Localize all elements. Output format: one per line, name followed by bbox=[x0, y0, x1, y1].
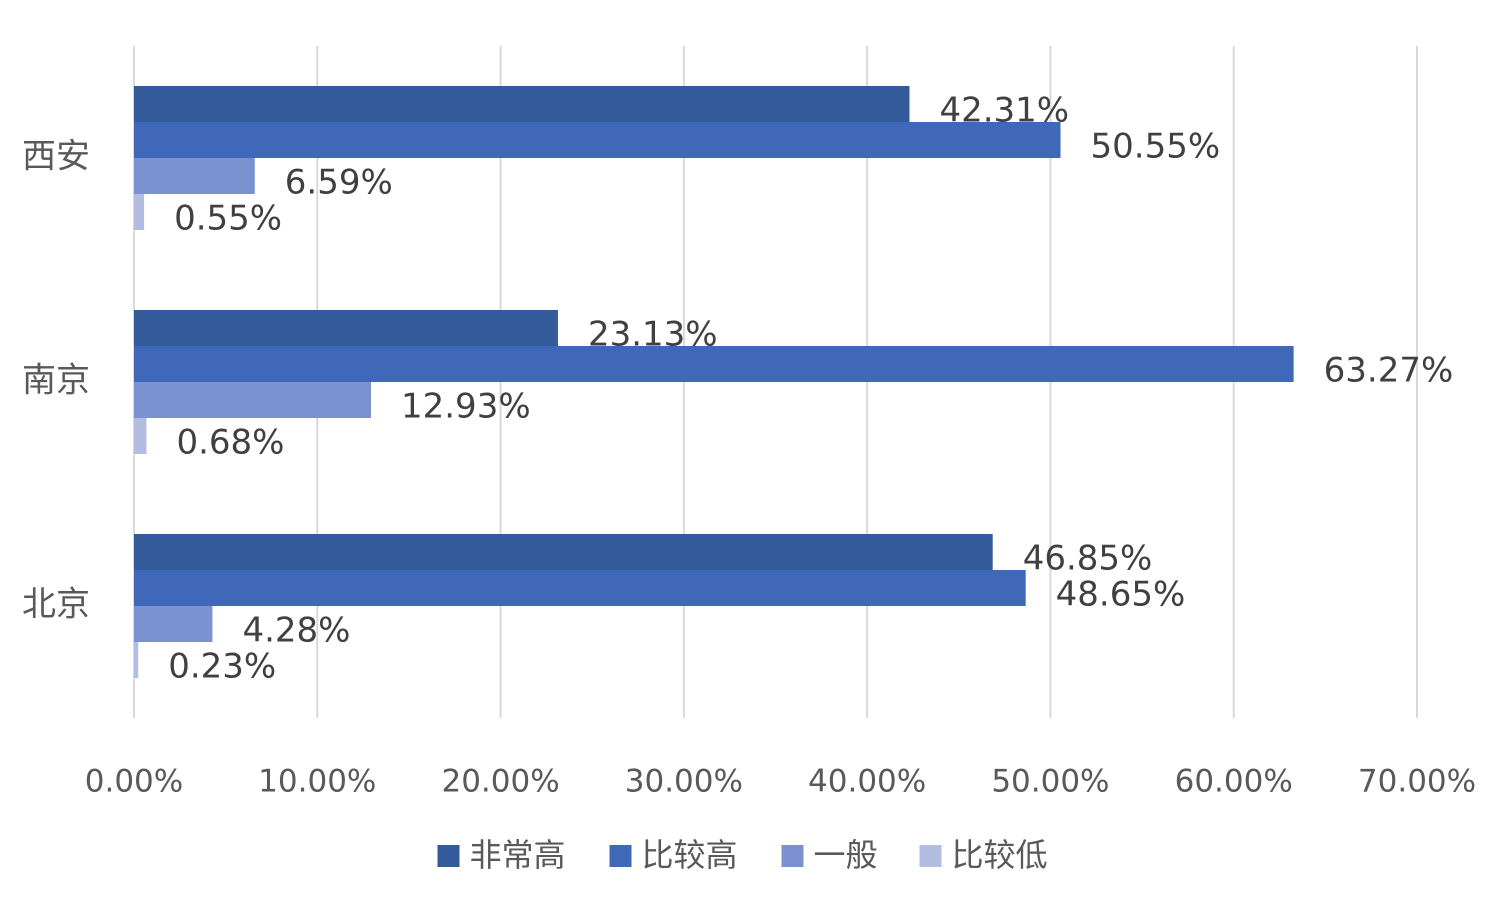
y-tick-label: 西安 bbox=[22, 137, 90, 177]
bar bbox=[134, 310, 558, 346]
y-tick-label: 北京 bbox=[22, 585, 90, 625]
bar bbox=[134, 606, 213, 642]
value-label: 46.85% bbox=[1023, 539, 1153, 579]
value-label: 6.59% bbox=[285, 163, 393, 203]
bar bbox=[134, 194, 145, 230]
value-label: 0.55% bbox=[174, 199, 282, 239]
bar bbox=[134, 418, 147, 454]
value-label: 0.68% bbox=[176, 423, 284, 463]
value-label: 12.93% bbox=[401, 387, 531, 427]
bar bbox=[134, 86, 910, 122]
legend-swatch bbox=[609, 845, 632, 867]
bar bbox=[134, 158, 255, 194]
x-tick-label: 50.00% bbox=[991, 764, 1109, 800]
x-tick-label: 30.00% bbox=[625, 764, 743, 800]
x-tick-label: 40.00% bbox=[808, 764, 926, 800]
y-tick-label: 南京 bbox=[22, 361, 90, 401]
value-label: 0.23% bbox=[168, 647, 276, 687]
bar bbox=[134, 122, 1061, 158]
bar bbox=[134, 382, 371, 418]
value-label: 63.27% bbox=[1324, 351, 1454, 391]
legend-swatch bbox=[437, 845, 460, 867]
legend-label: 非常高 bbox=[470, 836, 566, 874]
bar bbox=[134, 570, 1026, 606]
value-label: 50.55% bbox=[1091, 127, 1221, 167]
legend-swatch bbox=[919, 845, 942, 867]
x-tick-label: 0.00% bbox=[85, 764, 183, 800]
bar bbox=[134, 346, 1294, 382]
legend-label: 一般 bbox=[814, 836, 878, 874]
x-tick-label: 10.00% bbox=[258, 764, 376, 800]
legend-label: 比较高 bbox=[642, 836, 738, 874]
legend-swatch bbox=[781, 845, 804, 867]
x-tick-label: 70.00% bbox=[1358, 764, 1476, 800]
bar bbox=[134, 642, 139, 678]
x-tick-label: 60.00% bbox=[1175, 764, 1293, 800]
value-label: 4.28% bbox=[242, 611, 350, 651]
x-tick-label: 20.00% bbox=[441, 764, 559, 800]
legend-label: 比较低 bbox=[952, 836, 1048, 874]
bar bbox=[134, 534, 993, 570]
value-label: 48.65% bbox=[1056, 575, 1186, 615]
